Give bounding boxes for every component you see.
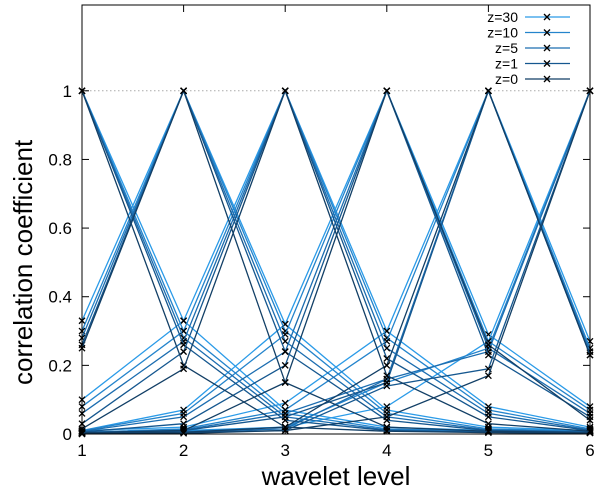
data-point [484, 413, 492, 421]
y-tick-label: 0.6 [48, 219, 72, 238]
legend-label: z=10 [487, 25, 518, 41]
data-point [180, 413, 188, 421]
series-line-z10-level-4 [81, 89, 591, 432]
data-point [383, 382, 391, 390]
x-tick-label: 1 [77, 441, 86, 460]
y-tick-label: 0.2 [48, 356, 72, 375]
legend-item-z30: z=30 [487, 9, 570, 25]
data-point [484, 420, 492, 428]
axis-ticks: 1 2 3 4 5 6 0 0.2 0.4 0.6 0.8 1 [48, 5, 595, 460]
data-point [484, 341, 492, 349]
data-point [281, 361, 289, 369]
data-point [180, 317, 188, 325]
data-point [383, 361, 391, 369]
legend-item-z10: z=10 [487, 25, 570, 41]
series-line-z30-level-4 [81, 89, 591, 432]
data-point [484, 372, 492, 380]
x-tick-label: 5 [484, 441, 493, 460]
legend-label: z=0 [495, 71, 518, 87]
y-axis-title: correlation coefficient [8, 139, 38, 385]
data-point [383, 403, 391, 411]
y-tick-label: 0.4 [48, 288, 72, 307]
series-line-z0-level-2 [81, 88, 591, 434]
plot-frame [81, 4, 591, 435]
y-tick-label: 1 [63, 82, 72, 101]
data-point [180, 87, 188, 95]
y-tick-label: 0.8 [48, 150, 72, 169]
data-point [383, 413, 391, 421]
series-z0 [78, 87, 594, 438]
y-tick-label: 0 [63, 425, 72, 444]
series-line-z0-level-3 [81, 88, 591, 432]
series-line-z0-level-6 [81, 90, 591, 435]
legend-item-z1: z=1 [495, 56, 570, 72]
legend-marker [543, 75, 551, 83]
data-point [281, 379, 289, 386]
data-point [281, 348, 289, 356]
data-point [281, 413, 289, 421]
series-line-z30-level-3 [81, 89, 591, 428]
legend-marker [543, 44, 551, 52]
legend-label: z=30 [487, 9, 518, 25]
data-point [281, 337, 289, 345]
legend-item-z5: z=5 [495, 40, 570, 56]
series-line-z10-level-3 [81, 89, 591, 430]
data-point [281, 87, 289, 95]
series-line-z0-level-1 [81, 90, 591, 434]
x-tick-label: 4 [382, 441, 391, 460]
data-point [180, 348, 188, 356]
series-line-z1-level-4 [81, 88, 591, 433]
data-point [383, 372, 391, 380]
x-tick-label: 2 [179, 441, 188, 460]
data-point [383, 87, 391, 95]
data-point [180, 365, 188, 373]
legend-label: z=1 [495, 56, 518, 72]
legend-marker [543, 13, 551, 21]
series-line-z5-level-4 [81, 89, 591, 432]
data-point [281, 399, 289, 407]
data-point [484, 351, 492, 359]
data-point [383, 344, 391, 352]
data-point [180, 420, 188, 428]
legend-label: z=5 [495, 40, 518, 56]
series-line-z1-level-3 [81, 88, 591, 432]
legend-marker [543, 60, 551, 67]
x-axis-title: wavelet level [261, 461, 411, 491]
x-tick-label: 6 [585, 441, 594, 460]
series-line-z0-level-5 [81, 88, 591, 434]
legend-marker [543, 29, 551, 36]
x-tick-label: 3 [280, 441, 289, 460]
legend-item-z0: z=0 [495, 71, 570, 87]
series-line-z0-level-4 [81, 88, 591, 434]
data-point [484, 87, 492, 95]
legend: z=30z=10z=5z=1z=0 [487, 9, 570, 87]
